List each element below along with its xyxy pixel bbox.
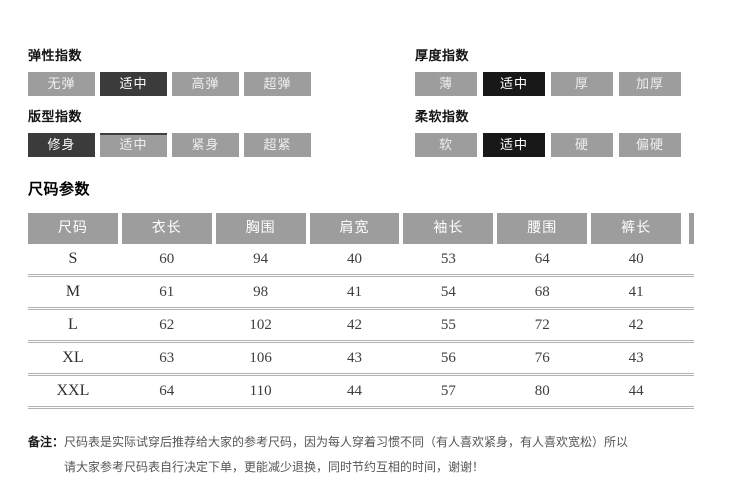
size-cell: M	[65, 283, 81, 300]
value-cell: 41	[347, 283, 362, 300]
chip-no-stretch: 无弹	[28, 72, 95, 96]
chip-extra-thick: 加厚	[619, 72, 681, 96]
header-cell-waist: 腰围	[497, 213, 588, 244]
value-cell: 41	[628, 283, 644, 300]
size-cell: L	[68, 316, 78, 333]
header-cell-garment-length: 衣长	[121, 213, 212, 244]
chip-slim-fit-selected: 修身	[28, 133, 95, 157]
elasticity-index-group: 弹性指数 无弹 适中 高弹 超弹	[28, 48, 311, 96]
product-attribute-indices: 弹性指数 无弹 适中 高弹 超弹 厚度指数 薄 适中 厚 加厚 版型指数 修身 …	[0, 0, 750, 157]
value-cell: 44	[628, 382, 644, 399]
value-cell: 102	[249, 316, 272, 333]
value-cell: 40	[628, 250, 644, 267]
thickness-chips: 薄 适中 厚 加厚	[415, 72, 681, 96]
header-cell-sleeve-length: 袖长	[403, 213, 494, 244]
softness-chips: 软 适中 硬 偏硬	[415, 133, 681, 157]
size-cell: S	[68, 250, 78, 267]
fit-chips: 修身 适中 紧身 超紧	[28, 133, 311, 157]
value-cell: 61	[159, 283, 175, 300]
chip-soft: 软	[415, 133, 477, 157]
value-cell: 43	[628, 349, 644, 366]
fit-index-group: 版型指数 修身 适中 紧身 超紧	[28, 109, 311, 157]
value-cell: 94	[253, 250, 269, 267]
table-row-m: M 61 98 41 54 68 41	[28, 277, 694, 310]
value-cell: 76	[534, 349, 550, 366]
header-cell-bust: 胸围	[215, 213, 306, 244]
chip-super-stretch: 超弹	[244, 72, 311, 96]
table-row-xxl: XXL 64 110 44 57 80 44	[28, 376, 694, 409]
value-cell: 56	[440, 349, 456, 366]
value-cell: 55	[440, 316, 456, 333]
value-cell: 80	[534, 382, 550, 399]
chip-super-tight-fit: 超紧	[244, 133, 311, 157]
value-cell: 62	[159, 316, 175, 333]
value-cell: 63	[159, 349, 175, 366]
value-cell: 42	[347, 316, 362, 333]
elasticity-chips: 无弹 适中 高弹 超弹	[28, 72, 311, 96]
value-cell: 57	[440, 382, 456, 399]
thickness-index-group: 厚度指数 薄 适中 厚 加厚	[415, 48, 681, 96]
size-cell: XL	[62, 349, 84, 366]
header-cell-shoulder-width: 肩宽	[309, 213, 400, 244]
value-cell: 98	[253, 283, 269, 300]
value-cell: 44	[347, 382, 362, 399]
value-cell: 40	[347, 250, 362, 267]
thickness-index-label: 厚度指数	[415, 48, 470, 63]
header-cell-size: 尺码	[28, 213, 118, 244]
elasticity-index-label: 弹性指数	[28, 48, 83, 63]
size-table: 尺码 衣长 胸围 肩宽 袖长 腰围 裤长 S 60 94 40 53 64 40…	[28, 213, 694, 409]
value-cell: 72	[534, 316, 550, 333]
fit-index-label: 版型指数	[28, 109, 83, 124]
value-cell: 54	[440, 283, 456, 300]
value-cell: 53	[440, 250, 456, 267]
chip-slightly-hard: 偏硬	[619, 133, 681, 157]
chip-high-stretch: 高弹	[172, 72, 239, 96]
remark-prefix: 备注：	[28, 435, 65, 449]
chip-regular-fit: 适中	[100, 133, 167, 157]
remark-line-1: 尺码表是实际试穿后推荐给大家的参考尺码，因为每人穿着习惯不同（有人喜欢紧身，有人…	[64, 435, 629, 449]
header-cell-pants-length: 裤长	[591, 213, 682, 244]
chip-thin: 薄	[415, 72, 477, 96]
table-row-s: S 60 94 40 53 64 40	[28, 244, 694, 277]
value-cell: 60	[159, 250, 175, 267]
table-row-l: L 62 102 42 55 72 42	[28, 310, 694, 343]
chip-thick: 厚	[551, 72, 613, 96]
chip-elasticity-moderate-selected: 适中	[100, 72, 167, 96]
softness-index-label: 柔软指数	[415, 109, 470, 124]
value-cell: 64	[159, 382, 175, 399]
remark-note: 备注： 尺码表是实际试穿后推荐给大家的参考尺码，因为每人穿着习惯不同（有人喜欢紧…	[28, 430, 750, 480]
size-table-title: 尺码参数	[28, 181, 91, 198]
value-cell: 106	[249, 349, 272, 366]
chip-softness-medium-selected: 适中	[483, 133, 545, 157]
value-cell: 110	[249, 382, 272, 399]
chip-hard: 硬	[551, 133, 613, 157]
softness-index-group: 柔软指数 软 适中 硬 偏硬	[415, 109, 681, 157]
chip-thickness-medium-selected: 适中	[483, 72, 545, 96]
value-cell: 43	[347, 349, 362, 366]
chip-tight-fit: 紧身	[172, 133, 239, 157]
remark-line-2: 请大家参考尺码表自行决定下单，更能减少退换，同时节约互相的时间，谢谢！	[64, 460, 485, 474]
value-cell: 42	[628, 316, 644, 333]
table-row-xl: XL 63 106 43 56 76 43	[28, 343, 694, 376]
value-cell: 64	[534, 250, 550, 267]
remark-body: 尺码表是实际试穿后推荐给大家的参考尺码，因为每人穿着习惯不同（有人喜欢紧身，有人…	[64, 430, 628, 480]
size-table-header: 尺码 衣长 胸围 肩宽 袖长 腰围 裤长	[28, 213, 694, 244]
size-cell: XXL	[56, 382, 90, 399]
value-cell: 68	[534, 283, 550, 300]
